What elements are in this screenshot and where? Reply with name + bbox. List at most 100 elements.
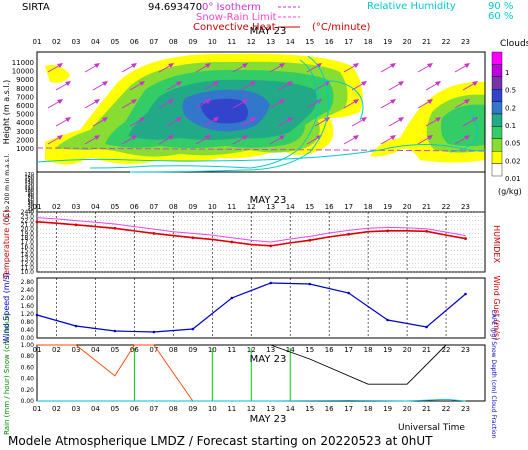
wind-arrow [232, 63, 248, 73]
temperature-point [191, 236, 195, 240]
wind-arrow [417, 63, 433, 73]
cloud-y-tick-low: 30 [28, 204, 34, 210]
temperature-point [269, 244, 273, 248]
hour-label: 03 [71, 346, 80, 354]
wind-arrow [269, 135, 285, 145]
cloud-y-tick-low: 120 [24, 184, 34, 190]
wind-y-tick: 1.20 [21, 311, 35, 318]
wind-arrow [269, 99, 285, 109]
wind-arrow [195, 63, 211, 73]
wind-arrow [121, 63, 137, 73]
rh-contour-90 [89, 59, 320, 169]
hour-label: 02 [52, 38, 61, 46]
cloud-y-tick: 3000 [16, 128, 34, 136]
hour-label: 14 [286, 405, 295, 413]
cloud-layer-007 [440, 104, 485, 147]
colorbar-swatch [491, 138, 503, 152]
wind-arrow [195, 99, 211, 109]
coords-label: 94.693470 [148, 2, 202, 13]
isotherm-line [36, 147, 486, 152]
hour-label: 21 [422, 405, 431, 413]
hour-label: 23 [461, 346, 470, 354]
cloud-y-tick-low: 90 [28, 191, 34, 197]
temp-y-tick: 12.0 [21, 260, 35, 267]
wind-y-tick: 0.80 [21, 319, 35, 326]
hour-label: 23 [461, 405, 470, 413]
snow-line [37, 398, 466, 402]
wind-arrow [343, 63, 359, 73]
wind-y-tick: 2.80 [21, 279, 35, 286]
rh-contour-low [36, 143, 486, 163]
bottom-date-label: MAY 23 [250, 414, 287, 425]
rh-60-label: 60 % [488, 11, 513, 22]
colorbar-tick: 0.5 [505, 87, 516, 95]
precip-y-tick: 1.00 [21, 342, 35, 349]
humidex-line [36, 217, 466, 243]
wind-arrow [121, 135, 137, 145]
temp-y-tick: 14.0 [21, 252, 35, 259]
wind-arrow [380, 135, 396, 145]
hour-label: 20 [403, 405, 412, 413]
hour-label: 11 [227, 203, 236, 211]
hour-label: 03 [71, 38, 80, 46]
colorbar-title: Clouds [500, 39, 528, 49]
hour-label: 17 [344, 38, 353, 46]
precip-y-tick: 0.60 [21, 364, 35, 371]
top-date-label: MAY 23 [250, 26, 287, 37]
wind-panel-frame [36, 277, 486, 339]
wind-arrow [203, 117, 219, 127]
hour-label: 03 [71, 203, 80, 211]
wind-y-tick: 1.60 [21, 303, 35, 310]
cloud-layer-003 [45, 65, 70, 83]
wind-arrow [203, 81, 219, 91]
rh-legend: Relative Humidity [367, 1, 456, 12]
wind-arrow [269, 63, 285, 73]
hour-label: 17 [344, 405, 353, 413]
wind-arrow [166, 81, 182, 91]
ylabel-rain: Rain (mm / hour) Snow (cm / hour) [3, 313, 11, 435]
hour-label: 05 [110, 405, 119, 413]
cloud-shading [45, 53, 485, 165]
temp-y-tick: 17.0 [21, 239, 35, 246]
wind-y-tick: 2.00 [21, 295, 35, 302]
wind-arrow [158, 63, 174, 73]
hour-label: 04 [91, 346, 100, 354]
snow-rain-legend: Snow-Rain Limit [196, 12, 277, 23]
cloud-y-tick-low: 160 [24, 174, 34, 180]
temp-date-label: MAY 23 [250, 195, 287, 206]
wind-arrow [462, 81, 478, 91]
wind-series [35, 281, 467, 334]
hour-label: 05 [110, 346, 119, 354]
colorbar-swatch [491, 64, 503, 78]
convective-legend: Convective Heat [193, 22, 276, 33]
wind-arrow [84, 63, 100, 73]
hour-label: 13 [266, 346, 275, 354]
hour-label: 15 [305, 346, 314, 354]
wind-speed-point [35, 313, 39, 317]
hour-label: 15 [305, 38, 314, 46]
cloud-layer-010 [200, 98, 248, 124]
cloud-y-ticks: 1100010000900080007000600050004000300020… [12, 59, 34, 215]
hour-label: 09 [188, 346, 197, 354]
temperature-point [74, 223, 78, 227]
hour-label: 21 [422, 203, 431, 211]
temp-series [35, 217, 467, 248]
hour-label: 16 [325, 346, 334, 354]
colorbar-tick: 0.02 [505, 157, 521, 165]
temperature-point [308, 238, 312, 242]
wind-arrow [417, 135, 433, 145]
wind-y-tick: 0.00 [21, 335, 35, 342]
cloud-y-tick: 1000 [16, 145, 34, 153]
wind-speed-point [464, 292, 467, 296]
hour-label: 07 [149, 203, 158, 211]
hour-label: 08 [169, 346, 178, 354]
hour-label: 09 [188, 405, 197, 413]
hour-label: 12 [247, 405, 256, 413]
ylabel-humidex: HUMIDEX [492, 225, 501, 263]
hour-label: 08 [169, 38, 178, 46]
hour-label: 17 [344, 346, 353, 354]
temperature-panel: MAY 23 24.023.022.021.020.019.018.017.01… [2, 195, 501, 280]
colorbar-swatch [491, 76, 503, 90]
hour-label: 19 [383, 405, 392, 413]
cape-line [37, 344, 194, 402]
